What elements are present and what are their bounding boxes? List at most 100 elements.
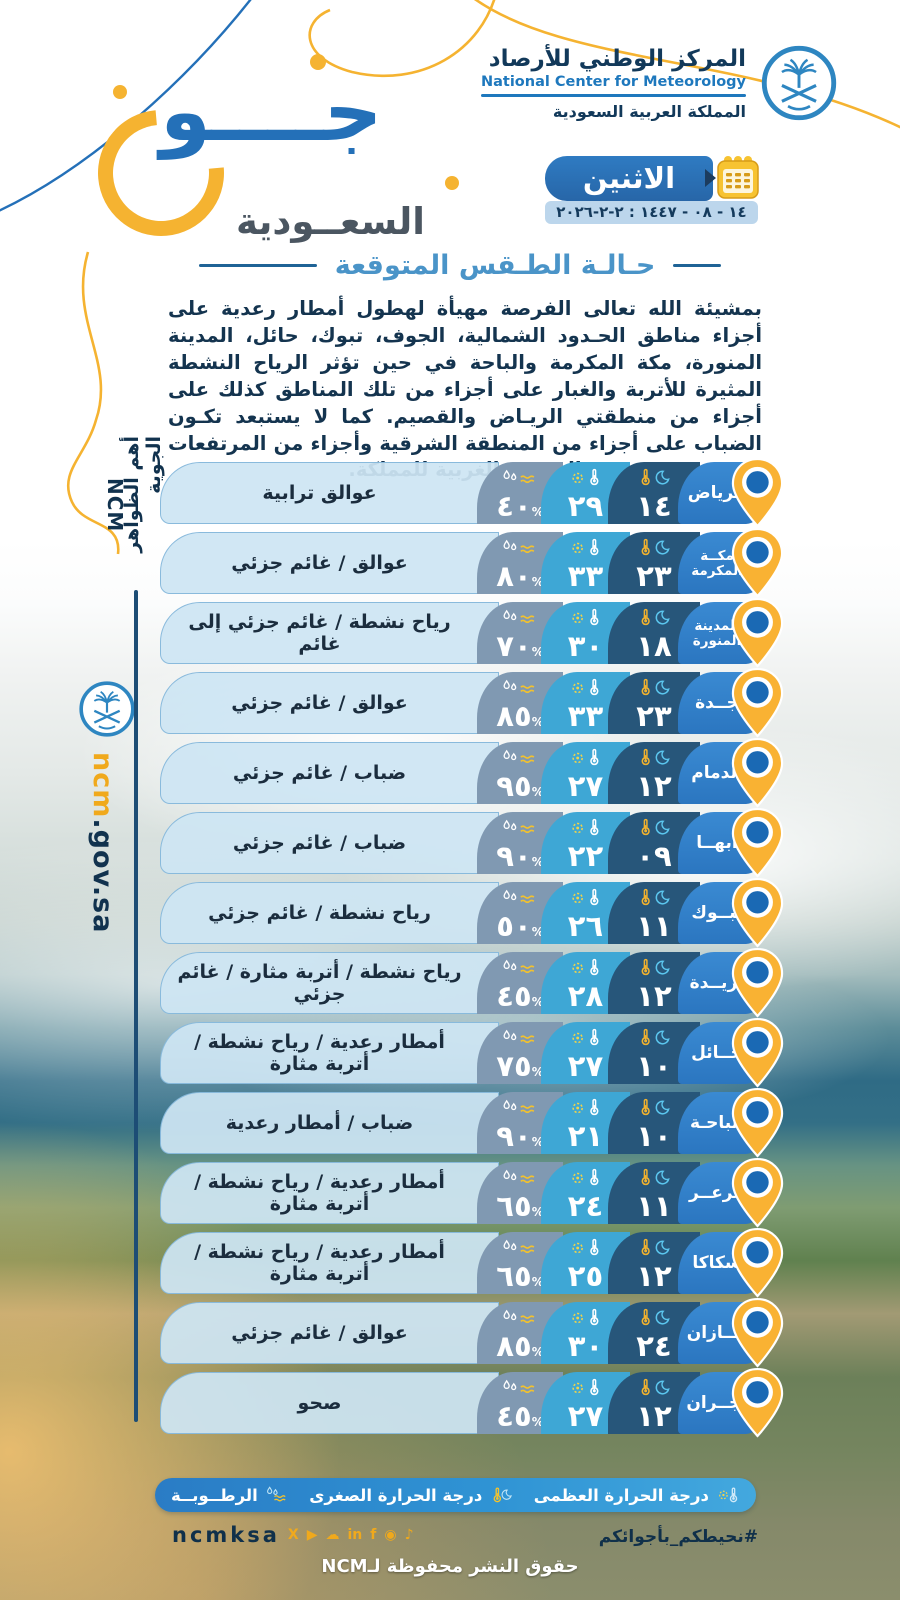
x-icon: X [287, 1527, 299, 1543]
city-weather-row: رياح نشطة / غائم جزئي ٥٠% ٢٦ [160, 882, 760, 944]
moon-thermometer-icon [641, 888, 670, 906]
humidity-icon [503, 1310, 535, 1324]
city-name: المدينة [694, 617, 740, 634]
moon-thermometer-icon [641, 468, 670, 486]
max-temp-value: ٢٩ [567, 489, 604, 523]
location-pin-icon [730, 457, 785, 528]
humidity-value: ٤٥% [496, 979, 544, 1013]
section-title-row: حـالـة الطـقس المتوقعة [160, 250, 760, 281]
humidity-icon [503, 890, 535, 904]
copyright-text: حقوق النشر محفوظة لـNCM [321, 1556, 579, 1577]
min-temp-value: ١٢ [636, 1259, 672, 1293]
moon-thermometer-icon [641, 538, 670, 556]
sun-thermometer-icon [571, 678, 598, 696]
day-banner: الاثنين [545, 156, 713, 201]
instagram-icon: ◉ [384, 1527, 397, 1543]
city-name: نجــران [686, 1393, 748, 1413]
max-temp-value: ٣٣ [567, 699, 604, 733]
city-weather-row: ضباب / أمطار رعدية ٩٠% ٢١ [160, 1092, 760, 1154]
humidity-value: ٤٥% [496, 1399, 544, 1433]
jaw-saudia-logo: جــــو السعــودية [68, 58, 428, 263]
city-name: جــازان [686, 1323, 748, 1343]
moon-thermometer-icon [641, 748, 670, 766]
logo-word-saudia: السعــودية [236, 200, 425, 243]
location-pin-icon [730, 1017, 785, 1088]
moon-thermometer-icon [641, 1168, 670, 1186]
humidity-value: ٧٠% [496, 629, 544, 663]
condition-cell: رياح نشطة / أتربة مثارة / غائم جزئي [160, 952, 499, 1014]
website-brand: ncm [87, 752, 118, 819]
location-pin-icon [730, 947, 785, 1018]
logo-word-jaw: جــــو [160, 65, 383, 160]
min-temp-value: ٠٩ [636, 839, 672, 873]
tiktok-icon: ♪ [404, 1527, 414, 1543]
condition-text: أمطار رعدية / رياح نشطة / أتربة مثارة [194, 1171, 445, 1215]
condition-text: عوالق / غائم جزئي [231, 552, 408, 574]
condition-cell: رياح نشطة / غائم جزئي [160, 882, 499, 944]
city-name-line2: المكرمة [691, 562, 743, 579]
humidity-icon [503, 750, 535, 764]
city-name: حــائل [691, 1043, 743, 1063]
humidity-value: ٦٥% [496, 1259, 544, 1293]
moon-thermometer-icon [641, 1308, 670, 1326]
condition-text: أمطار رعدية / رياح نشطة / أتربة مثارة [194, 1241, 445, 1285]
condition-cell: أمطار رعدية / رياح نشطة / أتربة مثارة [160, 1022, 499, 1084]
sun-thermometer-icon [571, 1378, 598, 1396]
city-weather-row: عوالق / غائم جزئي ٨٠% ٣٣ [160, 532, 760, 594]
city-name: جــدة [695, 693, 739, 713]
min-temp-value: ١٢ [636, 1399, 672, 1433]
condition-text: ضباب / غائم جزئي [232, 762, 407, 784]
max-temp-value: ٣٠ [567, 1329, 604, 1363]
sun-thermometer-icon [719, 1487, 738, 1503]
min-temp-value: ٢٣ [636, 699, 672, 733]
location-pin-icon [730, 667, 785, 738]
sun-thermometer-icon [571, 818, 598, 836]
humidity-icon [503, 1170, 535, 1184]
rail-divider-line [134, 590, 138, 1422]
max-temp-value: ٢٢ [567, 839, 604, 873]
sun-thermometer-icon [571, 1168, 598, 1186]
calendar-icon [716, 153, 760, 201]
min-temp-value: ١٢ [636, 769, 672, 803]
min-temp-value: ١٤ [636, 489, 672, 523]
condition-text: رياح نشطة / غائم جزئي إلى غائم [188, 611, 451, 655]
humidity-value: ٤٠% [496, 489, 544, 523]
max-temp-value: ٢٦ [567, 909, 604, 943]
legend-max-label: درجة الحرارة العظمى [533, 1485, 709, 1505]
location-pin-icon [730, 597, 785, 668]
humidity-icon [503, 820, 535, 834]
min-temp-value: ١١ [636, 909, 672, 943]
sun-thermometer-icon [571, 1308, 598, 1326]
sun-thermometer-icon [571, 1028, 598, 1046]
condition-cell: عوالق / غائم جزئي [160, 1302, 499, 1364]
humidity-value: ٨٥% [496, 1329, 544, 1363]
city-weather-row: عوالق / غائم جزئي ٨٥% ٣٠ [160, 1302, 760, 1364]
legend-min-temp: درجة الحرارة الصغرى [309, 1484, 513, 1506]
social-handles: ncmksa X ▶ ☁ in f ◉ ♪ [172, 1523, 414, 1547]
min-temp-value: ١٠ [636, 1049, 672, 1083]
moon-thermometer-icon [641, 1238, 670, 1256]
humidity-icon [266, 1486, 286, 1502]
city-weather-row: ضباب / غائم جزئي ٩٥% ٢٧ [160, 742, 760, 804]
humidity-icon [503, 1380, 535, 1394]
moon-thermometer-icon [641, 1028, 670, 1046]
condition-cell: ضباب / غائم جزئي [160, 812, 499, 874]
max-temp-value: ٢٧ [567, 769, 604, 803]
city-weather-row: أمطار رعدية / رياح نشطة / أتربة مثارة ٧٥… [160, 1022, 760, 1084]
sun-thermometer-icon [571, 888, 598, 906]
city-name: أبهــا [696, 833, 738, 853]
max-temp-value: ٢٧ [567, 1049, 604, 1083]
max-temp-value: ٢٧ [567, 1399, 604, 1433]
max-temp-value: ٢٤ [567, 1189, 604, 1223]
city-weather-row: رياح نشطة / غائم جزئي إلى غائم ٧٠% ٣٠ [160, 602, 760, 664]
condition-cell: عوالق ترابية [160, 462, 499, 524]
humidity-cell: ٤٥% [477, 952, 563, 1014]
legend-humidity: الرطــوبــة [171, 1484, 289, 1506]
min-temp-value: ٢٤ [636, 1329, 672, 1363]
condition-text: عوالق ترابية [262, 482, 377, 504]
humidity-icon [503, 540, 535, 554]
condition-text: عوالق / غائم جزئي [231, 692, 408, 714]
city-name-line2: المنورة [692, 632, 742, 649]
min-temp-value: ١٨ [636, 629, 672, 663]
rail-title: أهم الظواهر الجوية [121, 436, 165, 553]
